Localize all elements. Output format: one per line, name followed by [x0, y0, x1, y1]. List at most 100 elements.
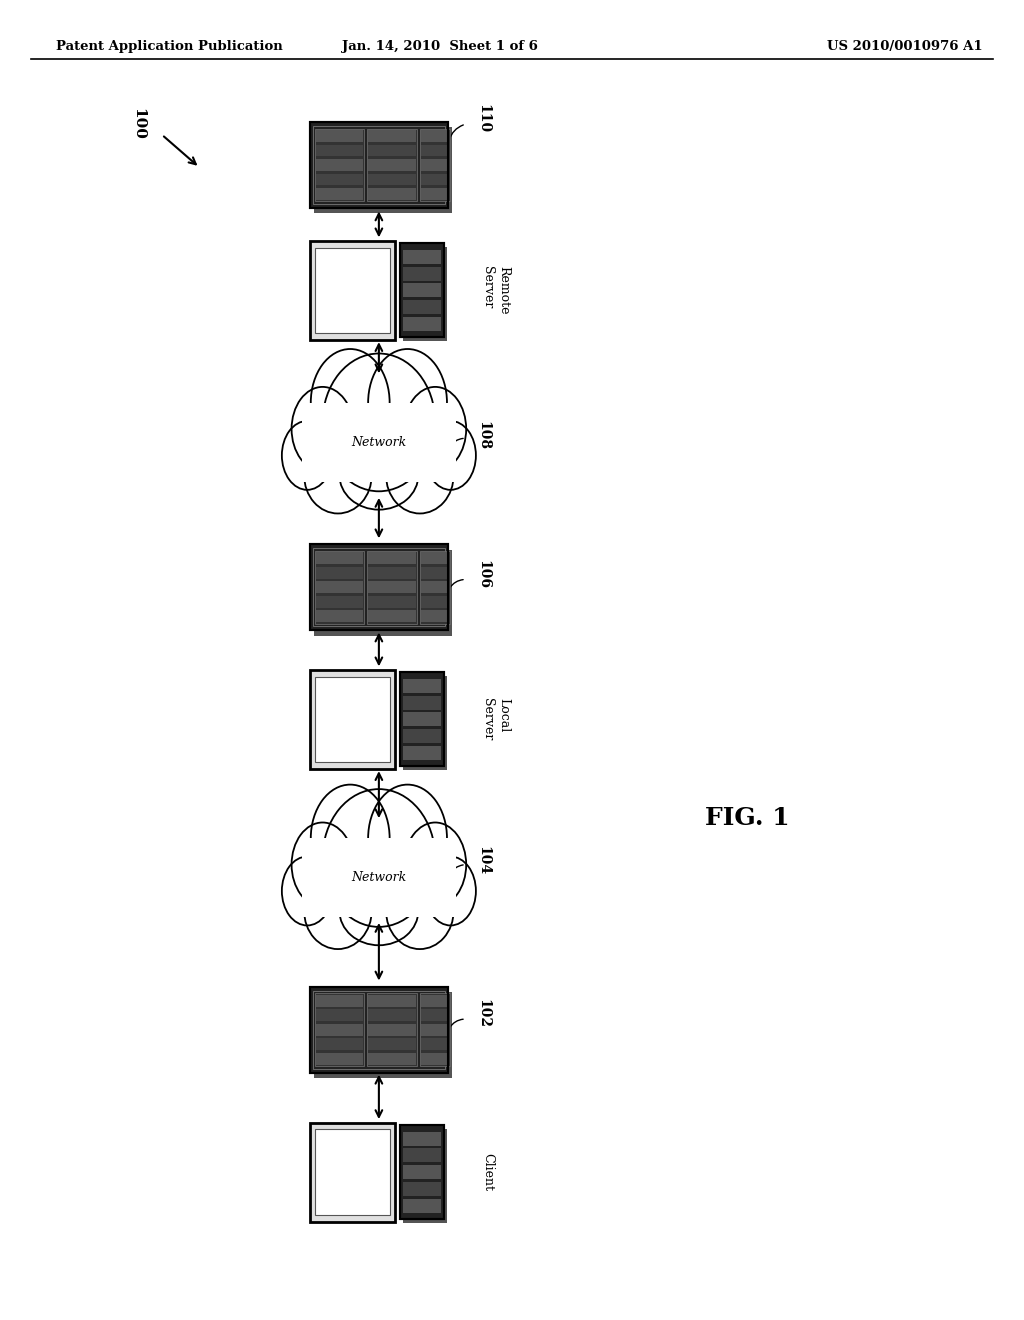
Bar [309, 671, 395, 768]
Bar [315, 173, 364, 186]
Bar [313, 125, 444, 205]
Bar [309, 987, 449, 1072]
Bar [315, 995, 364, 1006]
Ellipse shape [304, 873, 372, 949]
Bar [315, 552, 365, 623]
Bar [369, 995, 416, 1006]
Bar [369, 1024, 416, 1035]
Bar [402, 284, 440, 297]
Text: 102: 102 [476, 999, 490, 1028]
Bar [402, 1181, 440, 1196]
Bar [421, 552, 449, 564]
Bar [369, 158, 416, 170]
Bar [313, 548, 444, 626]
Bar [421, 995, 449, 1006]
Bar [421, 187, 449, 199]
Ellipse shape [323, 354, 435, 491]
Ellipse shape [369, 784, 447, 892]
Bar [421, 144, 449, 156]
Bar [369, 1038, 416, 1051]
Bar [402, 678, 440, 693]
Ellipse shape [340, 441, 419, 510]
Bar [402, 696, 440, 710]
Bar [421, 129, 449, 141]
Bar [402, 267, 440, 281]
Bar [402, 1199, 440, 1213]
Bar [399, 243, 443, 338]
Text: Remote
Server: Remote Server [481, 267, 510, 314]
Bar [420, 128, 451, 201]
Text: Client: Client [481, 1154, 495, 1191]
Bar [309, 987, 449, 1072]
Bar [315, 676, 390, 762]
Ellipse shape [386, 873, 454, 949]
Bar [369, 129, 416, 141]
Bar [313, 128, 453, 214]
Ellipse shape [292, 387, 353, 471]
Bar [369, 566, 416, 578]
Ellipse shape [425, 421, 476, 490]
Text: 110: 110 [476, 104, 490, 133]
Bar [309, 544, 449, 630]
Text: Jan. 14, 2010  Sheet 1 of 6: Jan. 14, 2010 Sheet 1 of 6 [342, 40, 539, 53]
Bar [369, 595, 416, 607]
Bar [402, 249, 440, 264]
Bar [369, 610, 416, 622]
Bar [421, 1053, 449, 1064]
Bar [315, 248, 390, 333]
Bar [369, 173, 416, 186]
Bar [402, 1148, 440, 1163]
Bar [369, 581, 416, 593]
Bar [399, 672, 443, 767]
Bar [402, 676, 446, 771]
Bar [315, 993, 365, 1067]
Bar [302, 403, 456, 482]
Bar [420, 552, 451, 623]
Ellipse shape [323, 789, 435, 927]
Bar [315, 595, 364, 607]
Ellipse shape [386, 437, 454, 513]
Text: FIG. 1: FIG. 1 [706, 807, 790, 830]
Bar [399, 243, 443, 338]
Bar [421, 581, 449, 593]
Bar [315, 187, 364, 199]
Bar [368, 552, 417, 623]
Bar [421, 595, 449, 607]
Bar [315, 128, 365, 201]
Bar [309, 242, 395, 339]
Bar [313, 549, 453, 635]
Bar [315, 1024, 364, 1035]
Bar [315, 158, 364, 170]
Bar [368, 993, 417, 1067]
Bar [420, 993, 451, 1067]
Ellipse shape [425, 857, 476, 925]
Bar [402, 713, 440, 726]
Bar [402, 1166, 440, 1179]
Ellipse shape [404, 822, 466, 907]
Bar [315, 1008, 364, 1022]
Bar [313, 993, 453, 1077]
Bar [399, 1125, 443, 1220]
Bar [421, 566, 449, 578]
Bar [402, 300, 440, 314]
Bar [313, 990, 444, 1069]
Ellipse shape [292, 822, 353, 907]
Text: Network: Network [351, 871, 407, 884]
Bar [402, 1129, 446, 1224]
Bar [309, 121, 449, 207]
Bar [315, 581, 364, 593]
Text: 100: 100 [131, 108, 145, 140]
Bar [421, 610, 449, 622]
Ellipse shape [311, 348, 389, 457]
Bar [421, 1008, 449, 1022]
Bar [315, 1129, 390, 1214]
Bar [399, 672, 443, 767]
Text: Network: Network [351, 436, 407, 449]
Ellipse shape [340, 876, 419, 945]
Bar [402, 746, 440, 760]
Bar [369, 552, 416, 564]
Text: 108: 108 [476, 421, 490, 450]
Bar [402, 1131, 440, 1146]
Bar [315, 566, 364, 578]
Bar [309, 1122, 395, 1222]
